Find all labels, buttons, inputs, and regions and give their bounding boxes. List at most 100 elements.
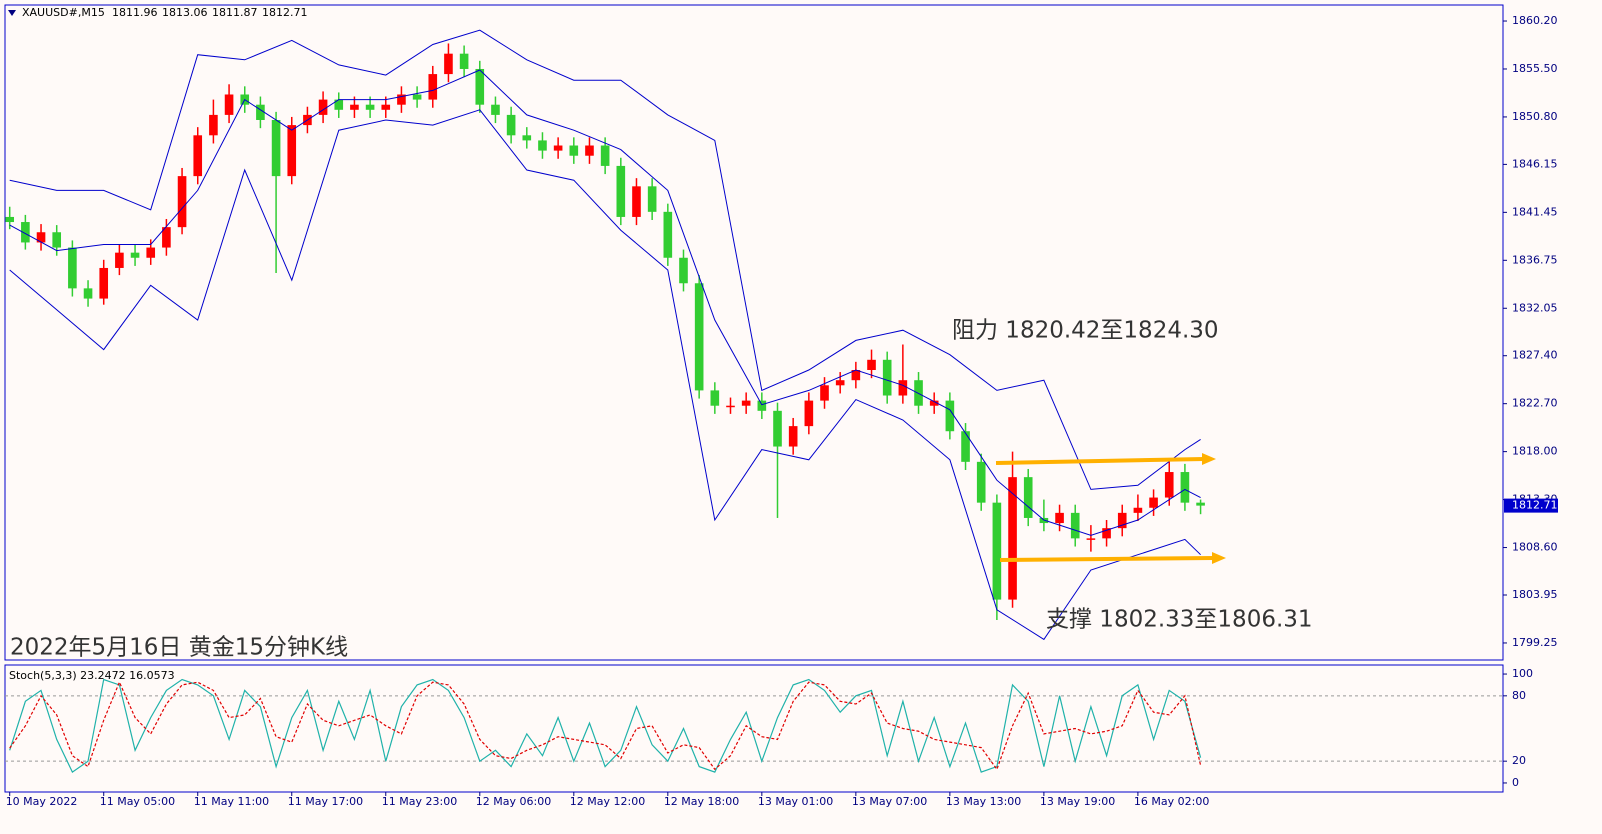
candle-body	[835, 380, 845, 386]
price-box	[1504, 498, 1558, 513]
candle-body	[882, 359, 892, 396]
y-tick-label: 100	[1512, 667, 1533, 680]
candle-body	[1117, 512, 1127, 529]
stoch-line	[9, 680, 1202, 771]
candle-body	[538, 140, 547, 151]
symbol: XAUUSD#,M15	[22, 6, 105, 19]
candle-body	[553, 145, 563, 151]
candle-body	[804, 400, 814, 427]
candle-body	[522, 135, 532, 141]
quote-low: 1811.87	[212, 6, 258, 19]
candle-body	[115, 252, 124, 268]
arrow-head	[1202, 453, 1216, 465]
candle-body	[287, 125, 297, 177]
candle-body	[256, 104, 265, 120]
candle-body	[585, 145, 594, 156]
candle-body	[162, 227, 171, 248]
candle-body	[820, 385, 829, 401]
candle-body	[444, 53, 453, 75]
quote-close: 1812.71	[262, 6, 308, 19]
candle-body	[945, 400, 955, 432]
candle-body	[177, 176, 187, 228]
main-plot	[5, 29, 1205, 641]
y-tick-label: 1850.80	[1512, 110, 1558, 123]
y-tick-label: 1836.75	[1512, 253, 1558, 266]
y-tick-label: 1799.25	[1512, 636, 1558, 649]
y-tick-label: 1818.00	[1512, 445, 1558, 458]
x-tick-label: 16 May 02:00	[1134, 795, 1209, 808]
quote-high: 1813.06	[162, 6, 208, 19]
y-tick-label: 1832.05	[1512, 301, 1558, 314]
bollinger-middle	[9, 69, 1201, 536]
candle-body	[1133, 507, 1143, 513]
candle-body	[726, 405, 735, 408]
candle-body	[428, 74, 438, 100]
y-tick-label: 1860.20	[1512, 14, 1558, 27]
x-tick-label: 12 May 18:00	[664, 795, 739, 808]
y-tick-label: 1827.40	[1512, 349, 1558, 362]
candle-body	[1180, 472, 1190, 503]
candle-body	[1008, 477, 1017, 600]
channel-arrows	[995, 453, 1226, 564]
candle-body	[99, 267, 109, 299]
y-tick-label: 1822.70	[1512, 397, 1558, 410]
y-tick-label: 20	[1512, 754, 1526, 767]
candle-body	[381, 104, 391, 110]
candle-body	[52, 232, 62, 248]
candle-body	[318, 99, 328, 115]
resistance-arrow	[995, 457, 1205, 465]
candle-body	[757, 400, 767, 411]
candle-body	[146, 247, 156, 258]
quote-open: 1811.96	[112, 6, 158, 19]
candle-body	[475, 68, 485, 105]
candle-body	[741, 400, 751, 406]
candle-body	[992, 502, 1002, 600]
stoch-line	[9, 678, 1202, 773]
main-frame	[4, 4, 1504, 661]
candle-body	[506, 114, 516, 136]
candle-body	[867, 359, 876, 370]
y-tick-label: 1855.50	[1512, 62, 1558, 75]
y-tick-label: 1808.60	[1512, 541, 1558, 554]
candle-body	[365, 104, 375, 110]
candle-body	[209, 114, 218, 136]
x-tick-label: 10 May 2022	[6, 795, 78, 808]
bollinger-lower	[9, 109, 1201, 641]
candle-body	[600, 145, 610, 166]
y-tick-label: 1846.15	[1512, 157, 1558, 170]
candle-body	[1196, 502, 1205, 506]
candle-body	[929, 400, 939, 406]
x-tick-label: 12 May 06:00	[476, 795, 551, 808]
candle-body	[1086, 538, 1096, 540]
candle-body	[647, 186, 657, 212]
candle-body	[663, 211, 673, 258]
bollinger-upper	[9, 29, 1201, 490]
x-tick-label: 13 May 19:00	[1040, 795, 1115, 808]
support-arrow	[999, 556, 1215, 562]
price-label: 1812.71	[1512, 499, 1558, 512]
candle-body	[788, 426, 798, 447]
x-tick-label: 11 May 05:00	[100, 795, 175, 808]
menu-arrow	[8, 10, 16, 16]
candle-body	[21, 222, 30, 243]
candle-body	[193, 135, 203, 177]
x-tick-label: 11 May 11:00	[194, 795, 269, 808]
candle-body	[1070, 512, 1080, 539]
support-note: 支撑 1802.33至1806.31	[1046, 607, 1313, 633]
y-tick-label: 1841.45	[1512, 205, 1558, 218]
x-tick-label: 11 May 17:00	[288, 795, 363, 808]
x-tick-label: 12 May 12:00	[570, 795, 645, 808]
resistance-note: 阻力 1820.42至1824.30	[952, 318, 1219, 344]
candle-body	[412, 94, 422, 100]
candle-body	[694, 283, 704, 391]
candle-body	[350, 104, 359, 110]
candle-body	[679, 257, 688, 284]
candle-body	[5, 216, 15, 223]
candle-body	[83, 288, 93, 299]
candle-body	[898, 380, 908, 396]
candle-body	[1164, 472, 1174, 498]
stoch-frame	[4, 664, 1504, 793]
candle-body	[1149, 497, 1158, 508]
candle-body	[397, 94, 406, 105]
